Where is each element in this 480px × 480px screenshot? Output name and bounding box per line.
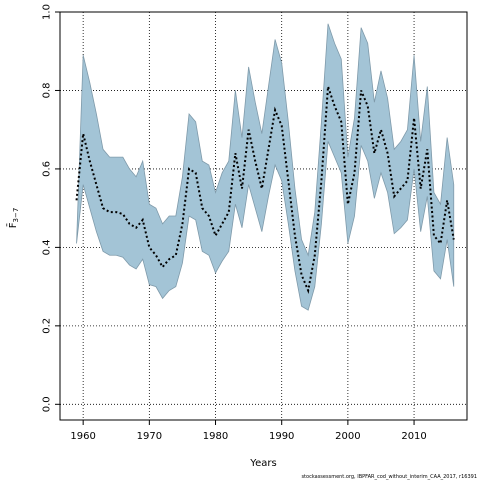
y-tick-label: 0.2 xyxy=(42,318,53,334)
x-tick-label: 2010 xyxy=(401,431,426,442)
x-tick-label: 2000 xyxy=(335,431,360,442)
x-tick-label: 1980 xyxy=(203,431,228,442)
plot-frame xyxy=(59,11,468,421)
x-tick-label: 1970 xyxy=(137,431,162,442)
x-tick-label: 1960 xyxy=(70,431,95,442)
y-tick-label: 0.6 xyxy=(42,161,53,177)
y-tick-label: 0.8 xyxy=(42,83,53,99)
y-axis-title: F̄3−7 xyxy=(6,208,20,229)
confidence-band xyxy=(76,23,455,311)
confidence-band-layer xyxy=(76,23,455,311)
y-axis-title-subscript: 3−7 xyxy=(12,208,20,223)
x-axis-title: Years xyxy=(249,458,276,469)
estimate-line-layer xyxy=(75,86,455,294)
estimate-line xyxy=(75,86,455,294)
y-tick-label: 0.4 xyxy=(42,239,53,255)
x-tick-label: 1990 xyxy=(269,431,294,442)
y-axis: 0.0 0.2 0.4 0.6 0.8 1.0 xyxy=(42,4,60,412)
y-axis-title-main: F̄ xyxy=(6,222,19,228)
svg-text:F̄3−7: F̄3−7 xyxy=(6,208,20,229)
y-tick-label: 0.0 xyxy=(42,396,53,412)
y-tick-label: 1.0 xyxy=(42,4,53,20)
footer-note: stockassessment.org, IBPFAR_cod_without_… xyxy=(301,474,477,480)
x-axis: 1960 1970 1980 1990 2000 2010 xyxy=(70,420,427,442)
